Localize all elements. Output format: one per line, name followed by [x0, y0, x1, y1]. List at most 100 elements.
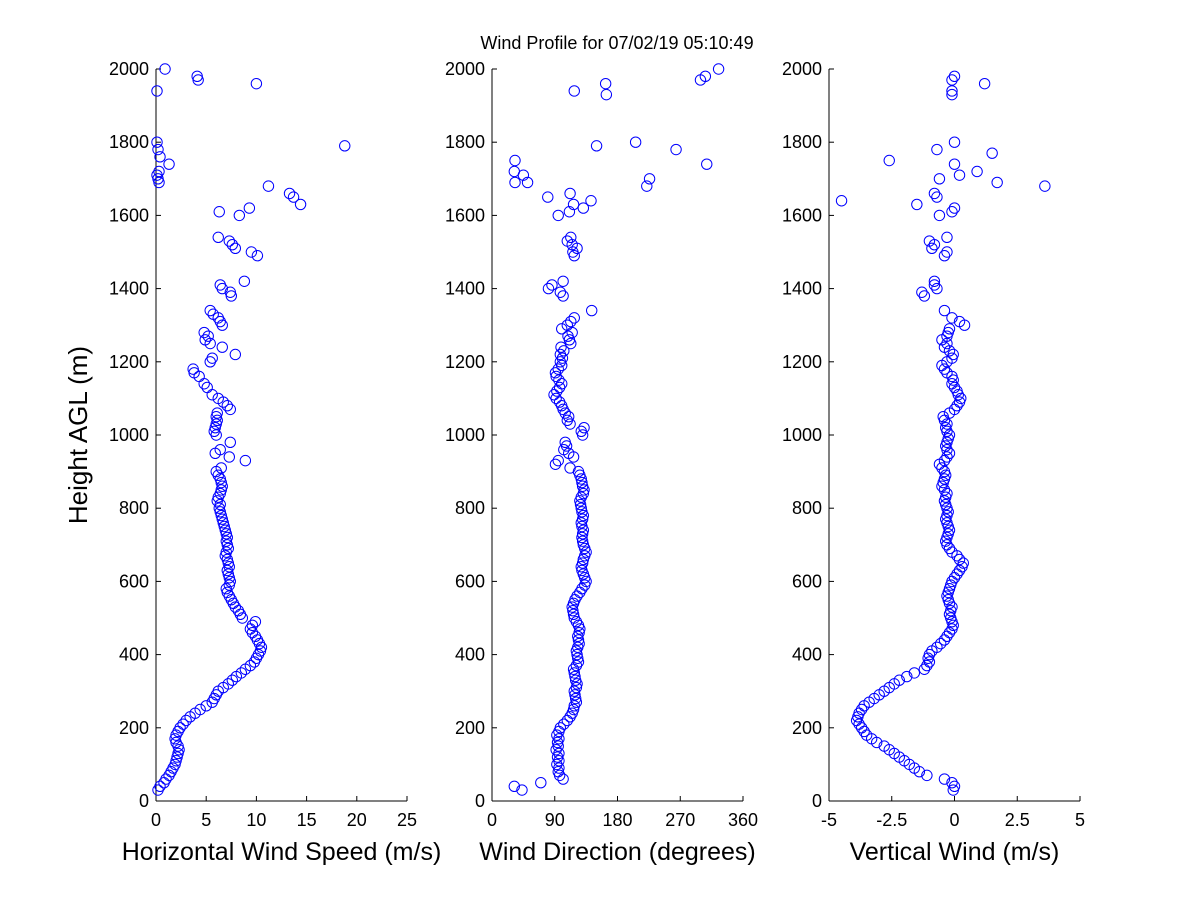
x-tick-label: 0 — [487, 810, 497, 830]
x-tick-label: 0 — [949, 810, 959, 830]
data-point — [204, 304, 216, 317]
y-tick-label: 0 — [812, 791, 822, 811]
data-point — [938, 484, 951, 496]
figure-title: Wind Profile for 07/02/19 05:10:49 — [480, 33, 754, 53]
data-point — [220, 528, 232, 540]
data-point — [187, 363, 199, 375]
data-point — [938, 363, 951, 375]
data-point — [542, 282, 555, 295]
data-point — [878, 740, 890, 752]
data-point — [586, 304, 598, 317]
y-tick-label: 600 — [455, 571, 485, 591]
data-point — [212, 392, 224, 405]
data-point — [554, 722, 567, 734]
data-point — [855, 722, 868, 734]
data-point — [928, 279, 941, 291]
x-tick-label: 5 — [201, 810, 211, 830]
y-tick-label: 1200 — [782, 352, 822, 372]
data-point — [151, 136, 163, 148]
data-point — [294, 198, 307, 211]
data-point — [222, 568, 234, 580]
data-point — [629, 136, 642, 148]
data-point — [238, 275, 251, 287]
data-point — [916, 286, 928, 298]
y-tick-label: 800 — [455, 498, 485, 518]
data-point — [936, 462, 948, 474]
y-tick-label: 200 — [792, 718, 822, 738]
data-point — [226, 238, 239, 251]
data-point — [576, 528, 589, 540]
y-tick-label: 2000 — [782, 59, 822, 79]
data-point — [908, 667, 921, 679]
data-point — [233, 209, 246, 222]
data-point — [208, 425, 220, 438]
data-point — [207, 308, 219, 320]
data-point — [971, 165, 983, 178]
data-point — [943, 626, 956, 639]
data-point — [931, 282, 943, 295]
data-point — [217, 517, 229, 529]
data-point — [211, 407, 223, 419]
data-point — [245, 246, 258, 258]
data-point — [951, 400, 963, 412]
x-tick-label: 360 — [728, 810, 758, 830]
data-point — [938, 341, 951, 353]
data-point — [572, 634, 585, 646]
data-point — [569, 594, 581, 606]
data-point — [694, 74, 707, 86]
y-tick-label: 1600 — [445, 205, 485, 225]
x-tick-label: 15 — [297, 810, 317, 830]
data-point — [549, 458, 562, 470]
data-point — [552, 454, 564, 467]
data-point — [938, 304, 951, 317]
x-tick-label: 25 — [397, 810, 417, 830]
data-point — [562, 411, 575, 423]
data-point — [858, 725, 870, 738]
data-point — [943, 323, 956, 335]
y-tick-label: 1200 — [109, 352, 149, 372]
data-point — [565, 231, 577, 244]
data-point — [575, 425, 587, 438]
data-point — [509, 176, 521, 189]
data-point — [643, 173, 656, 185]
data-point — [577, 487, 590, 500]
data-point — [948, 202, 961, 214]
data-point — [152, 173, 164, 185]
data-point — [918, 290, 931, 302]
data-point — [199, 334, 211, 346]
x-axis-label: Horizontal Wind Speed (m/s) — [122, 838, 442, 866]
data-point — [558, 718, 570, 730]
data-point — [555, 341, 567, 353]
data-point — [215, 462, 227, 474]
data-point — [283, 187, 296, 200]
y-axis-label: Height AGL (m) — [63, 346, 93, 524]
data-point — [567, 604, 579, 617]
data-point — [171, 751, 183, 763]
data-point — [951, 568, 963, 580]
data-point — [153, 165, 165, 178]
y-tick-label: 1000 — [109, 425, 149, 445]
data-point — [243, 202, 256, 214]
data-point — [948, 381, 961, 394]
data-point — [570, 681, 583, 694]
data-point — [931, 641, 943, 653]
data-point — [151, 85, 163, 97]
data-point — [946, 206, 958, 218]
data-point — [556, 352, 569, 364]
data-point — [567, 198, 580, 211]
x-tick-label: 5 — [1075, 810, 1085, 830]
data-point — [567, 703, 580, 716]
data-point — [568, 312, 580, 324]
data-point — [224, 403, 236, 416]
data-point — [578, 421, 590, 434]
y-tick-label: 1000 — [445, 425, 485, 445]
data-point — [948, 136, 961, 148]
data-point — [214, 279, 226, 291]
data-point — [153, 176, 165, 189]
data-point — [200, 700, 212, 712]
data-point — [224, 436, 236, 449]
data-point — [931, 191, 943, 203]
data-point — [923, 235, 936, 247]
data-point — [212, 231, 224, 244]
panel-vertical: -5 -2.5 0 2.5 5 0 200 400 600 800 1000 1200 1400 1600… — [782, 59, 1085, 866]
